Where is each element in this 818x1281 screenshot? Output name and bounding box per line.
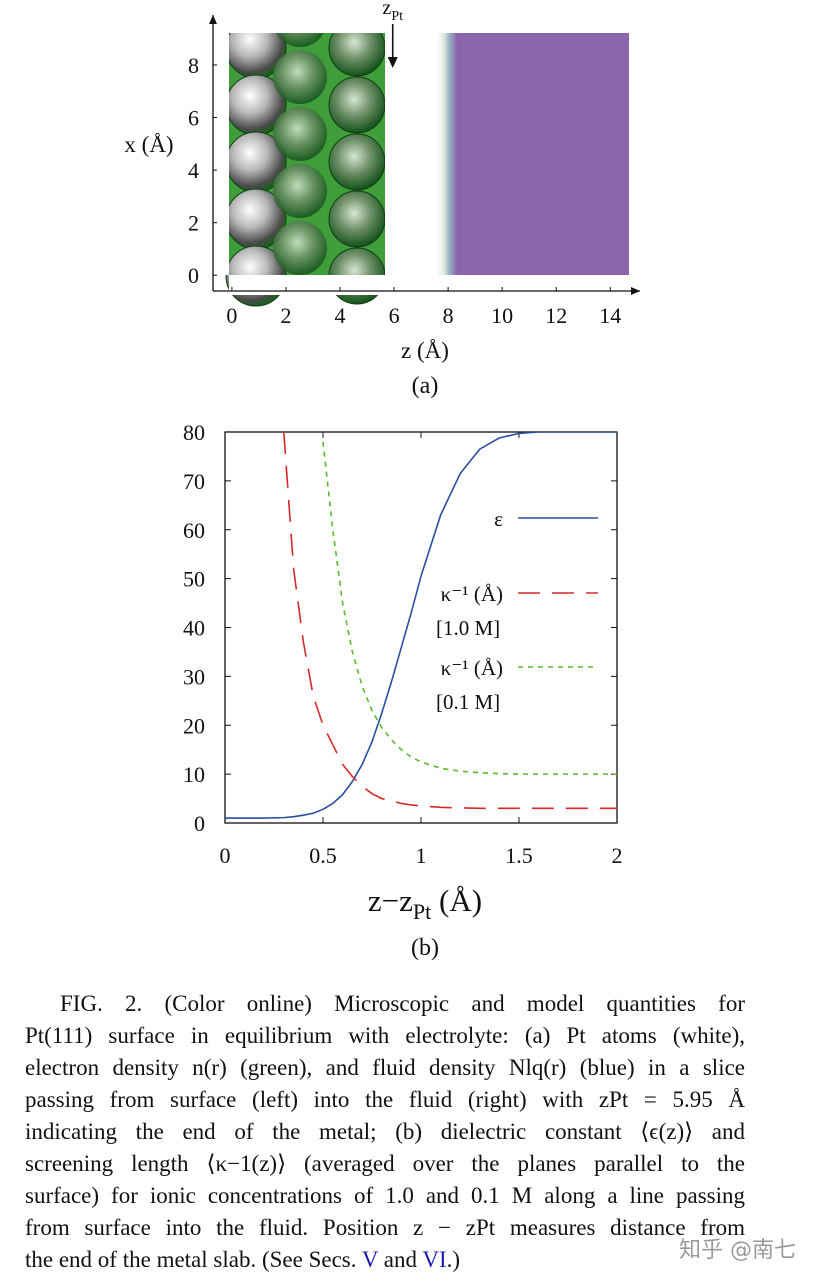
y-tick-label: 0: [194, 811, 205, 836]
y-tick-label: 6: [188, 106, 199, 131]
marker-main: z: [382, 0, 391, 19]
marker-arrowhead: [387, 57, 398, 68]
legend-label: ε: [494, 507, 503, 531]
y-axis-arrow: [209, 15, 217, 24]
y-tick-label: 60: [183, 518, 205, 543]
caption-text: .): [446, 1247, 461, 1272]
caption-text: the end of the metal slab. (See Secs.: [25, 1247, 362, 1272]
x-tick-label: 10: [491, 303, 513, 328]
legend-label: κ⁻¹ (Å): [441, 656, 503, 680]
caption-line: Pt(111) surface in equilibrium with elec…: [25, 1023, 745, 1048]
panel-label: (b): [411, 935, 439, 961]
series-line: [322, 441, 617, 775]
x-tick-label: 2: [612, 843, 623, 868]
atom: [328, 76, 386, 134]
atom: [273, 50, 327, 104]
fluid-density: [457, 33, 629, 275]
caption-line: the end of the metal slab. (See Secs. V …: [25, 1244, 745, 1276]
x-tick-label: 14: [599, 303, 621, 328]
y-tick-label: 70: [183, 469, 205, 494]
atom-edge-mask: [229, 275, 391, 295]
section-link[interactable]: VI: [422, 1247, 447, 1272]
legend-note: [1.0 M]: [436, 616, 500, 640]
y-axis-label: x (Å): [124, 132, 173, 157]
series-line: [225, 432, 617, 819]
y-tick-label: 2: [188, 211, 199, 236]
caption-line: FIG. 2. (Color online) Microscopic and m…: [60, 991, 745, 1016]
series-line: [283, 432, 617, 810]
caption-line: screening length ⟨κ−1(z)⟩ (averaged over…: [25, 1151, 745, 1176]
x-axis-label-main: z−z: [368, 883, 413, 918]
x-axis-label: z−zPt (Å): [368, 883, 482, 924]
marker-sub: Pt: [391, 9, 403, 24]
x-tick-label: 2: [280, 303, 291, 328]
atom: [328, 190, 386, 248]
atom: [273, 221, 327, 275]
x-axis-label-sub: Pt: [413, 899, 431, 924]
gap: [391, 33, 437, 275]
y-tick-label: 10: [183, 762, 205, 787]
atom: [273, 164, 327, 218]
watermark: 知乎 @南七: [679, 1238, 796, 1263]
x-axis-label: z (Å): [401, 338, 449, 363]
legend-label: κ⁻¹ (Å): [441, 582, 503, 606]
caption-line: passing from surface (left) into the flu…: [25, 1087, 745, 1112]
x-tick-label: 0: [226, 303, 237, 328]
marker-label: zPt: [382, 0, 403, 24]
caption-line: from surface into the fluid. Position z …: [25, 1215, 745, 1240]
y-tick-label: 0: [188, 263, 199, 288]
atom: [273, 107, 327, 161]
x-tick-label: 1.5: [505, 843, 533, 868]
y-tick-label: 80: [183, 420, 205, 445]
y-tick-label: 8: [188, 53, 199, 78]
x-tick-label: 0: [220, 843, 231, 868]
y-tick-label: 20: [183, 713, 205, 738]
y-tick-label: 40: [183, 616, 205, 641]
y-tick-label: 4: [188, 158, 199, 183]
caption-line: indicating the end of the metal; (b) die…: [25, 1119, 745, 1144]
x-tick-label: 8: [443, 303, 454, 328]
x-tick-label: 6: [389, 303, 400, 328]
atom-edge-mask: [200, 33, 229, 275]
y-tick-label: 30: [183, 664, 205, 689]
caption-line: electron density n(r) (green), and fluid…: [25, 1055, 745, 1080]
fluid-edge: [437, 33, 457, 275]
x-tick-label: 1: [416, 843, 427, 868]
caption-text: and: [378, 1247, 423, 1272]
panel-label: (a): [412, 373, 439, 399]
x-axis-label-tail: (Å): [431, 883, 482, 918]
section-link[interactable]: V: [361, 1247, 379, 1272]
plot-frame: [224, 431, 618, 824]
legend-note: [0.1 M]: [436, 690, 500, 714]
x-tick-label: 0.5: [309, 843, 337, 868]
x-tick-label: 4: [335, 303, 346, 328]
x-tick-label: 12: [545, 303, 567, 328]
y-tick-label: 50: [183, 567, 205, 592]
caption-line: surface) for ionic concentrations of 1.0…: [25, 1183, 745, 1208]
atom: [328, 133, 386, 191]
x-axis-arrow: [631, 287, 640, 295]
atom-edge-mask: [229, 0, 391, 33]
panel-a: 0 2 4 6 8 10 12 14 0 2 4 6 8 z (Å) x (Å) (a) zPt: [124, 0, 640, 399]
